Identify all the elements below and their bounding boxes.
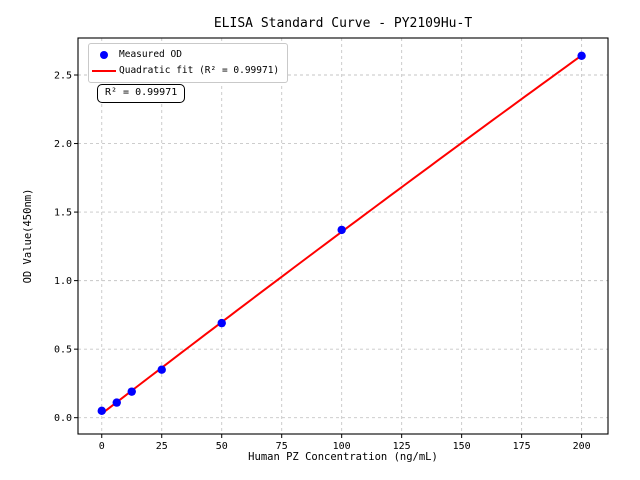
- x-tick-label: 175: [513, 441, 531, 452]
- y-tick-label: 0.5: [54, 345, 72, 356]
- x-axis-label: Human PZ Concentration (ng/mL): [248, 451, 438, 463]
- gridlines: [78, 38, 608, 434]
- y-tick-label: 1.0: [54, 276, 72, 287]
- data-point: [337, 225, 346, 235]
- data-point: [127, 387, 136, 396]
- x-tick-label: 75: [276, 441, 288, 452]
- data-point: [157, 365, 166, 374]
- x-tick-label: 100: [333, 441, 351, 452]
- data-point: [112, 398, 121, 407]
- data-point: [217, 318, 226, 328]
- y-axis-label: OD Value(450nm): [22, 189, 34, 284]
- data-point: [577, 51, 586, 61]
- axis-tick-marks: [74, 74, 583, 438]
- x-tick-label: 0: [99, 441, 105, 452]
- legend: Measured OD Quadratic fit (R² = 0.99971): [88, 43, 289, 83]
- legend-label-quadratic-fit: Quadratic fit (R² = 0.99971): [119, 65, 280, 76]
- y-tick-label: 2.0: [54, 139, 72, 150]
- chart-title: ELISA Standard Curve - PY2109Hu-T: [214, 16, 472, 31]
- legend-item-measured-od: Measured OD: [89, 47, 279, 63]
- legend-marker-col: [89, 69, 119, 73]
- r-squared-annotation: R² = 0.99971: [97, 84, 186, 103]
- axis-tick-labels: 0 25 50 75 100 125 150 175 200 0.0 0.5 1.0 1.5 2.0 2.5: [54, 71, 591, 452]
- plot-border: [77, 37, 609, 435]
- legend-item-quadratic-fit: Quadratic fit (R² = 0.99971): [89, 63, 279, 79]
- x-tick-label: 50: [216, 441, 228, 452]
- y-tick-label: 0.0: [54, 413, 72, 424]
- x-tick-label: 25: [156, 441, 168, 452]
- x-tick-label: 125: [393, 441, 411, 452]
- y-tick-label: 2.5: [54, 71, 72, 82]
- blue-dot-marker-icon: [100, 51, 108, 59]
- x-tick-label: 150: [453, 441, 471, 452]
- legend-marker-col: [89, 51, 119, 59]
- legend-label-measured-od: Measured OD: [119, 49, 182, 60]
- scatter-points: [97, 51, 586, 416]
- x-tick-label: 200: [573, 441, 591, 452]
- data-point: [97, 406, 106, 416]
- quadratic-fit-line: [101, 54, 583, 415]
- y-tick-label: 1.5: [54, 208, 72, 219]
- red-line-marker-icon: [92, 69, 116, 73]
